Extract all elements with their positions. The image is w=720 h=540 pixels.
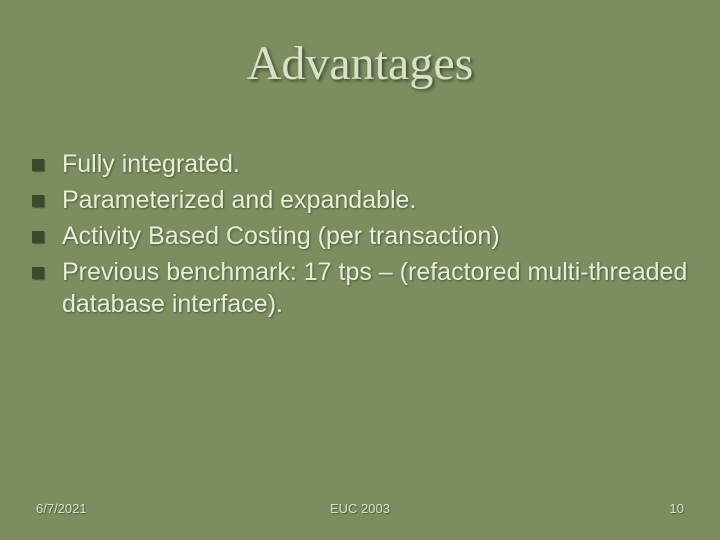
footer-center: EUC 2003 [0, 501, 720, 516]
bullet-text: Activity Based Costing (per transaction) [62, 220, 500, 252]
bullet-text: Parameterized and expandable. [62, 184, 416, 216]
slide-title: Advantages [0, 36, 720, 91]
bullet-icon [32, 231, 44, 243]
bullet-list: Fully integrated. Parameterized and expa… [32, 148, 688, 324]
slide-footer: 6/7/2021 EUC 2003 10 [0, 496, 720, 516]
list-item: Previous benchmark: 17 tps – (refactored… [32, 256, 688, 320]
list-item: Fully integrated. [32, 148, 688, 180]
bullet-text: Fully integrated. [62, 148, 240, 180]
list-item: Parameterized and expandable. [32, 184, 688, 216]
bullet-icon [32, 195, 44, 207]
list-item: Activity Based Costing (per transaction) [32, 220, 688, 252]
footer-page-number: 10 [670, 501, 684, 516]
bullet-icon [32, 267, 44, 279]
bullet-text: Previous benchmark: 17 tps – (refactored… [62, 256, 688, 320]
bullet-icon [32, 159, 44, 171]
